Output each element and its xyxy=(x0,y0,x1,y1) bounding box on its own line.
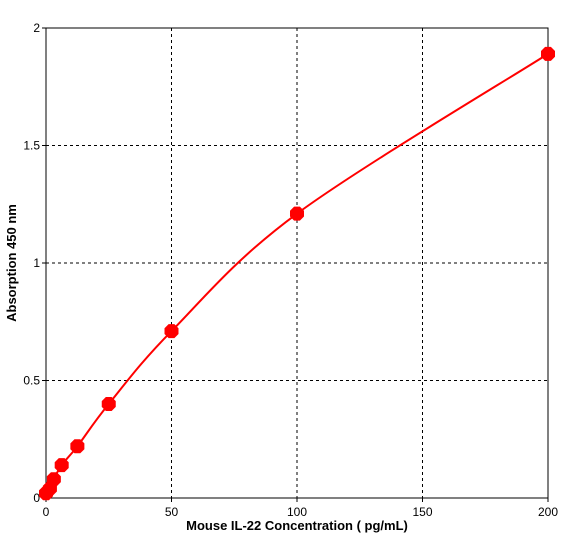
data-point xyxy=(46,472,61,487)
y-axis-title: Absorption 450 nm xyxy=(4,204,19,322)
data-point xyxy=(164,324,179,339)
y-tick-label: 0 xyxy=(33,491,40,505)
axis-ticks: 0 50 100 150 200 0 0.5 1 1.5 2 xyxy=(23,21,558,519)
data-point xyxy=(101,397,116,411)
y-tick-label: 0.5 xyxy=(23,374,40,388)
y-tick-label: 1.5 xyxy=(23,139,40,153)
y-tick-label: 2 xyxy=(33,21,40,35)
x-tick-label: 200 xyxy=(538,505,558,519)
series-layer xyxy=(39,46,555,501)
x-tick-label: 50 xyxy=(165,505,179,519)
data-point xyxy=(70,439,85,454)
y-tick-label: 1 xyxy=(33,256,40,270)
data-point xyxy=(541,46,555,61)
grid-lines xyxy=(46,28,548,498)
x-tick-label: 150 xyxy=(412,505,432,519)
data-point xyxy=(290,206,304,221)
x-axis-title: Mouse IL-22 Concentration ( pg/mL) xyxy=(186,518,408,533)
x-tick-label: 100 xyxy=(287,505,307,519)
x-tick-label: 0 xyxy=(43,505,50,519)
data-point xyxy=(54,458,69,473)
